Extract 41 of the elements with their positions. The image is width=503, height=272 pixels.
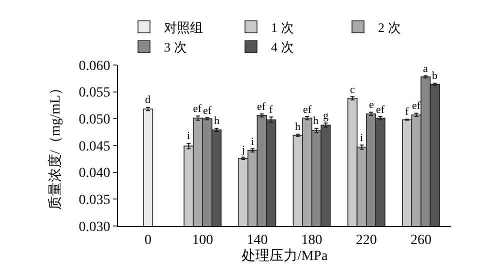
y-tick-label: 0.040 bbox=[78, 166, 110, 182]
legend-label: 对照组 bbox=[164, 20, 203, 35]
y-tick-label: 0.060 bbox=[78, 58, 110, 74]
data-label: e bbox=[369, 99, 374, 111]
data-label: d bbox=[145, 94, 151, 106]
y-tick-label: 0.055 bbox=[78, 86, 110, 101]
legend-label: 3 次 bbox=[164, 40, 187, 55]
legend-label: 4 次 bbox=[271, 40, 294, 55]
data-label: ef bbox=[257, 101, 266, 113]
x-tick-label: 220 bbox=[356, 232, 377, 248]
data-label: b bbox=[432, 70, 438, 82]
data-label: i bbox=[360, 132, 364, 144]
x-tick-label: 260 bbox=[410, 232, 432, 248]
y-axis-title: 质量浓度/（mg/mL） bbox=[47, 80, 64, 210]
data-label: h bbox=[313, 115, 319, 127]
data-label: f bbox=[405, 106, 409, 118]
legend-label: 2 次 bbox=[378, 20, 401, 35]
data-label: g bbox=[323, 110, 329, 122]
y-tick-label: 0.035 bbox=[78, 193, 110, 208]
x-tick-label: 180 bbox=[301, 232, 322, 248]
y-tick-label: 0.045 bbox=[78, 139, 110, 154]
legend-label: 1 次 bbox=[271, 20, 294, 35]
data-label: a bbox=[423, 63, 428, 75]
x-axis-title: 处理压力/MPa bbox=[241, 248, 328, 264]
data-label: f bbox=[269, 104, 273, 116]
data-label: ef bbox=[203, 105, 212, 117]
data-label: ef bbox=[193, 103, 202, 115]
data-label: c bbox=[350, 84, 355, 96]
data-label: ef bbox=[376, 104, 385, 116]
x-tick-label: 0 bbox=[144, 232, 152, 248]
data-label: i bbox=[187, 130, 190, 142]
y-tick-label: 0.050 bbox=[78, 112, 110, 128]
x-tick-label: 140 bbox=[246, 232, 268, 248]
x-tick-label: 100 bbox=[192, 232, 214, 248]
data-label: j bbox=[241, 144, 246, 156]
data-label: h bbox=[214, 115, 220, 127]
y-tick-label: 0.030 bbox=[78, 220, 110, 235]
data-label: ef bbox=[412, 100, 421, 112]
data-label: ef bbox=[303, 104, 312, 116]
data-label: i bbox=[251, 136, 254, 148]
data-label: h bbox=[295, 121, 301, 133]
